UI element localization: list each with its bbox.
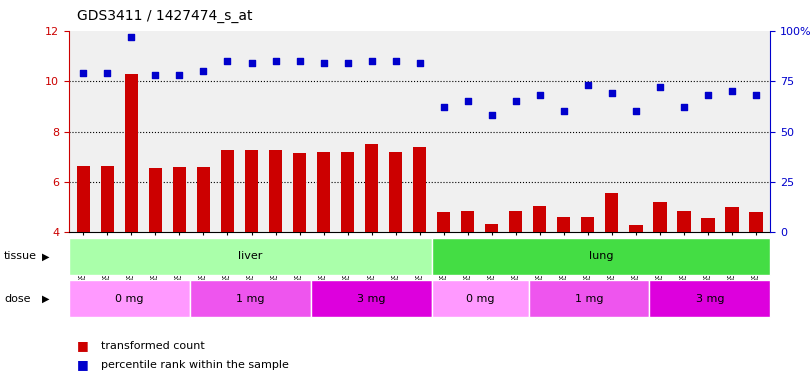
Bar bbox=[654, 202, 667, 232]
Text: 3 mg: 3 mg bbox=[357, 293, 385, 304]
Bar bbox=[413, 147, 427, 232]
Text: lung: lung bbox=[589, 251, 613, 262]
Point bbox=[437, 104, 450, 111]
Bar bbox=[365, 144, 378, 232]
Text: ▶: ▶ bbox=[42, 251, 49, 262]
Bar bbox=[221, 151, 234, 232]
Point bbox=[581, 82, 594, 88]
Bar bbox=[557, 217, 570, 232]
Point bbox=[509, 98, 522, 104]
Point bbox=[389, 58, 402, 64]
Point bbox=[317, 60, 330, 66]
Bar bbox=[101, 166, 114, 232]
Text: tissue: tissue bbox=[4, 251, 37, 262]
Point bbox=[413, 60, 427, 66]
Point bbox=[293, 58, 306, 64]
Text: liver: liver bbox=[238, 251, 263, 262]
Bar bbox=[293, 153, 307, 232]
Bar bbox=[533, 206, 547, 232]
Point bbox=[461, 98, 474, 104]
Bar bbox=[461, 211, 474, 232]
Bar bbox=[125, 74, 138, 232]
Text: percentile rank within the sample: percentile rank within the sample bbox=[101, 360, 290, 370]
Bar bbox=[317, 152, 330, 232]
Point bbox=[677, 104, 690, 111]
Bar bbox=[69, 238, 431, 275]
Bar bbox=[341, 152, 354, 232]
Point bbox=[485, 112, 498, 118]
Bar bbox=[605, 193, 619, 232]
Point bbox=[557, 108, 570, 114]
Bar bbox=[749, 212, 762, 232]
Point bbox=[245, 60, 258, 66]
Text: ▶: ▶ bbox=[42, 293, 49, 304]
Point bbox=[605, 90, 618, 96]
Bar bbox=[245, 151, 258, 232]
Bar bbox=[485, 223, 499, 232]
Bar bbox=[581, 217, 594, 232]
Text: ■: ■ bbox=[77, 339, 88, 352]
Bar bbox=[431, 238, 770, 275]
Bar bbox=[509, 211, 522, 232]
Text: 1 mg: 1 mg bbox=[575, 293, 603, 304]
Point bbox=[101, 70, 114, 76]
Bar bbox=[77, 166, 90, 232]
Point bbox=[365, 58, 378, 64]
Bar bbox=[431, 280, 529, 317]
Bar bbox=[629, 225, 642, 232]
Point bbox=[125, 34, 138, 40]
Bar bbox=[650, 280, 770, 317]
Bar bbox=[725, 207, 739, 232]
Text: dose: dose bbox=[4, 293, 31, 304]
Bar bbox=[389, 152, 402, 232]
Text: 1 mg: 1 mg bbox=[236, 293, 264, 304]
Bar bbox=[702, 218, 714, 232]
Text: 0 mg: 0 mg bbox=[115, 293, 144, 304]
Point bbox=[269, 58, 282, 64]
Point bbox=[702, 92, 714, 98]
Text: 0 mg: 0 mg bbox=[466, 293, 495, 304]
Bar bbox=[148, 168, 162, 232]
Bar bbox=[69, 280, 190, 317]
Point bbox=[173, 72, 186, 78]
Bar bbox=[173, 167, 186, 232]
Text: GDS3411 / 1427474_s_at: GDS3411 / 1427474_s_at bbox=[77, 9, 252, 23]
Bar bbox=[190, 280, 311, 317]
Point bbox=[221, 58, 234, 64]
Text: transformed count: transformed count bbox=[101, 341, 205, 351]
Point bbox=[341, 60, 354, 66]
Bar bbox=[311, 280, 431, 317]
Bar bbox=[437, 212, 450, 232]
Bar bbox=[677, 211, 691, 232]
Point bbox=[726, 88, 739, 94]
Point bbox=[197, 68, 210, 74]
Bar bbox=[197, 167, 210, 232]
Point bbox=[534, 92, 547, 98]
Bar bbox=[529, 280, 650, 317]
Point bbox=[654, 84, 667, 90]
Text: 3 mg: 3 mg bbox=[696, 293, 724, 304]
Point bbox=[629, 108, 642, 114]
Point bbox=[77, 70, 90, 76]
Bar bbox=[269, 151, 282, 232]
Text: ■: ■ bbox=[77, 358, 88, 371]
Point bbox=[149, 72, 162, 78]
Point bbox=[749, 92, 762, 98]
